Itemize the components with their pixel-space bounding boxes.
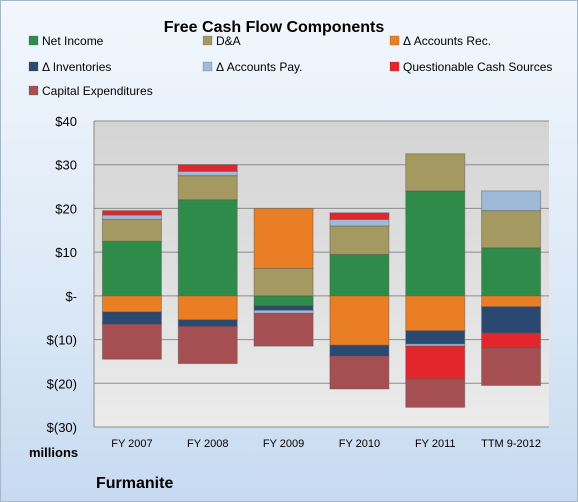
x-axis-labels: FY 2007 FY 2008 FY 2009 FY 2010 FY 2011 TTM 9…	[111, 438, 541, 450]
y-axis-ticks: $40 $30 $20 $10 $- $(10) $(20) $(30)	[47, 114, 77, 435]
legend-swatch-inventories	[28, 61, 39, 72]
bar-segment-d-a	[481, 210, 542, 249]
y-tick-label: $-	[65, 289, 77, 304]
bar-segment-d-a	[405, 153, 466, 192]
bar-segment-accounts-pay	[329, 218, 390, 227]
legend-swatch-capital-expenditures	[28, 85, 39, 96]
y-tick-label: $40	[55, 114, 77, 129]
bar-segment-accounts-rec	[329, 295, 390, 346]
legend-label-d-a: D&A	[216, 34, 241, 48]
legend-swatch-accounts-rec	[389, 35, 400, 46]
bar-segment-d-a	[253, 267, 314, 297]
bar-segment-net-income	[481, 247, 542, 297]
y-axis-unit-label: millions	[29, 445, 78, 460]
y-tick-label: $20	[55, 201, 77, 216]
bars	[101, 153, 542, 408]
legend-swatch-d-a	[202, 35, 213, 46]
bar-segment-net-income	[177, 199, 238, 297]
legend-label-capital-expenditures: Capital Expenditures	[42, 84, 153, 98]
bar-segment-net-income	[405, 190, 466, 297]
legend-label-accounts-pay: Δ Accounts Pay.	[216, 60, 303, 74]
bar-segment-accounts-rec	[481, 295, 542, 308]
x-tick-label: FY 2007	[111, 438, 152, 450]
x-tick-label: FY 2010	[339, 438, 380, 450]
legend-label-inventories: Δ Inventories	[42, 60, 111, 74]
bar-segment-accounts-rec	[405, 295, 466, 332]
bar-segment-questionable-cash-sources	[329, 212, 390, 220]
bar-segment-accounts-pay	[101, 214, 162, 220]
y-tick-label: $(20)	[47, 376, 77, 391]
bar-segment-net-income	[329, 253, 390, 297]
company-name-label: Furmanite	[96, 475, 173, 492]
legend-label-questionable-cash-sources: Questionable Cash Sources	[403, 60, 552, 74]
bar-segment-inventories	[177, 319, 238, 327]
bar-segment-accounts-rec	[101, 295, 162, 313]
y-tick-label: $10	[55, 245, 77, 260]
bar-segment-inventories	[101, 311, 162, 325]
bar-segment-questionable-cash-sources	[101, 210, 162, 216]
bar-segment-capital-expenditures	[481, 347, 542, 386]
bar-segment-questionable-cash-sources	[405, 345, 466, 380]
bar-segment-d-a	[101, 218, 162, 242]
bar-segment-inventories	[329, 344, 390, 357]
bar-segment-capital-expenditures	[177, 325, 238, 365]
x-tick-label: FY 2008	[187, 438, 228, 450]
bar-segment-net-income	[101, 240, 162, 297]
bar-segment-inventories	[481, 306, 542, 334]
legend: Net Income D&A Δ Accounts Rec. Δ Inventorie…	[28, 34, 552, 98]
legend-swatch-net-income	[28, 35, 39, 46]
bar-segment-accounts-rec	[253, 207, 314, 269]
x-tick-label: FY 2009	[263, 438, 304, 450]
bar-segment-accounts-pay	[481, 190, 542, 212]
chart-title: Free Cash Flow Components	[164, 19, 385, 36]
legend-label-net-income: Net Income	[42, 34, 104, 48]
legend-swatch-questionable-cash-sources	[389, 61, 400, 72]
bar-segment-capital-expenditures	[405, 378, 466, 408]
bar-segment-inventories	[405, 330, 466, 345]
gridlines	[93, 120, 549, 428]
y-tick-label: $(30)	[47, 420, 77, 435]
bar-segment-accounts-pay	[177, 170, 238, 177]
plot-area	[94, 121, 549, 427]
bar-segment-inventories	[253, 305, 314, 311]
bar-segment-accounts-rec	[177, 295, 238, 321]
bar-segment-d-a	[329, 225, 390, 255]
y-tick-label: $(10)	[47, 333, 77, 348]
bar-segment-capital-expenditures	[101, 323, 162, 360]
bar-segment-questionable-cash-sources	[481, 332, 542, 349]
x-tick-label: TTM 9-2012	[481, 438, 541, 450]
bar-segment-capital-expenditures	[329, 355, 390, 390]
x-tick-label: FY 2011	[415, 438, 456, 450]
y-tick-label: $30	[55, 158, 77, 173]
bar-segment-capital-expenditures	[253, 312, 314, 347]
bar-segment-net-income	[253, 295, 314, 307]
legend-swatch-accounts-pay	[202, 61, 213, 72]
bar-segment-questionable-cash-sources	[177, 164, 238, 172]
legend-label-accounts-rec: Δ Accounts Rec.	[403, 34, 491, 48]
bar-segment-d-a	[177, 175, 238, 201]
